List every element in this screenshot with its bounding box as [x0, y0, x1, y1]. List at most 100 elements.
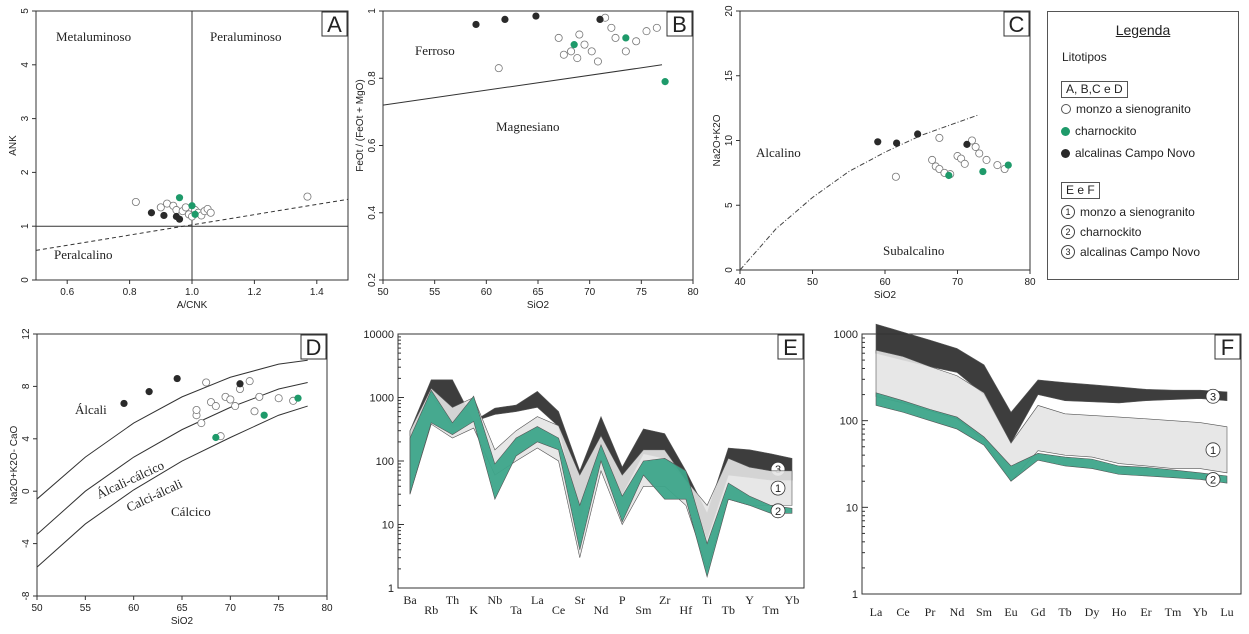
series-marker-circle	[770, 503, 786, 519]
category-label: Pr	[925, 605, 936, 619]
point-monzo	[587, 47, 596, 56]
point-monzo	[580, 40, 589, 49]
y-tick-label: 5	[20, 8, 31, 14]
y-tick-label: 10	[724, 135, 735, 147]
category-label: Gd	[1031, 605, 1046, 619]
category-label: Lu	[1220, 605, 1233, 619]
x-tick-label: 60	[879, 277, 891, 288]
region-label-ferroso: Ferroso	[415, 43, 455, 58]
category-label: P	[619, 593, 626, 607]
region-label-peraluminoso: Peraluminoso	[210, 29, 282, 44]
legend-item-label: monzo a sienogranito	[1080, 205, 1195, 219]
x-tick-label: 75	[273, 603, 285, 614]
point-alcalinas	[472, 20, 480, 29]
series-marker-circle	[770, 480, 786, 496]
x-tick-label: 80	[1024, 277, 1036, 288]
y-axis-label: FeOt / (FeOt + MgO)	[355, 79, 366, 172]
boundary-curve	[36, 381, 308, 535]
x-axis-label: SiO2	[527, 300, 550, 311]
point-monzo	[255, 392, 264, 401]
boundary-curve	[36, 405, 308, 568]
point-monzo	[971, 142, 980, 151]
y-tick-label: 0.4	[367, 205, 378, 219]
point-monzo	[593, 57, 602, 66]
x-tick-label: 70	[584, 287, 596, 298]
white-circle-icon	[1061, 104, 1071, 114]
x-tick-label: 60	[481, 287, 493, 298]
y-tick-label: 100	[376, 456, 394, 468]
y-axis-label: ANK	[8, 135, 19, 156]
category-label: Dy	[1085, 605, 1100, 619]
point-alcalinas	[914, 130, 922, 138]
y-tick-label: 3	[20, 115, 31, 121]
legend-subtitle: Litotipos	[1062, 50, 1107, 64]
x-tick-label: 55	[80, 603, 92, 614]
legend-item-1: 1 monzo a sienogranito	[1061, 205, 1195, 219]
legend-group-1-title: A, B,C e D	[1061, 81, 1128, 98]
category-label: Nd	[594, 603, 609, 617]
panel-label: A	[327, 12, 342, 37]
category-label: Nb	[488, 593, 503, 607]
y-tick-label: 0.2	[367, 273, 378, 287]
panel-f: F 3 1 2 1 10 100 1000 La Ce Pr Nd Sm Eu Gd Tb Dy Ho Er Tm Yb…	[834, 323, 1242, 619]
point-charnockito	[979, 167, 987, 176]
y-tick-label: 1000	[834, 329, 858, 341]
category-label: Ho	[1112, 605, 1127, 619]
x-tick-label: 1.4	[310, 287, 324, 298]
point-monzo	[575, 30, 584, 39]
point-charnockito	[945, 171, 953, 180]
x-tick-label: 50	[807, 277, 819, 288]
y-tick-label: -4	[21, 539, 32, 548]
point-monzo	[494, 64, 503, 73]
point-charnockito	[188, 202, 196, 210]
y-tick-label: 1000	[370, 393, 394, 405]
category-label: Yb	[1193, 605, 1208, 619]
x-tick-label: 55	[429, 287, 441, 298]
category-label: Rb	[424, 603, 438, 617]
y-tick-label: 0.6	[367, 138, 378, 152]
x-axis-label: A/CNK	[177, 300, 208, 311]
y-tick-label: 10000	[363, 329, 394, 341]
x-tick-label: 80	[321, 603, 333, 614]
point-charnockito	[294, 394, 302, 402]
y-tick-label: 0	[21, 488, 32, 494]
y-tick-label: 0.8	[367, 71, 378, 85]
point-alcalinas	[893, 139, 901, 147]
category-label: Ta	[510, 603, 522, 617]
x-tick-label: 1.0	[185, 287, 199, 298]
category-label: Sm	[976, 605, 993, 619]
y-tick-label: 0	[20, 277, 31, 283]
region-label-peralcalino: Peralcalino	[54, 247, 112, 262]
panel-e: E 3 1 2 1 10 100 1000 10000 Ba Rb Th K Nb Ta La Ce Sr Nd PS…	[363, 329, 805, 617]
category-label: Tm	[1165, 605, 1182, 619]
point-monzo	[642, 27, 651, 36]
category-label: Y	[745, 593, 754, 607]
y-tick-label: 1	[852, 589, 858, 601]
x-tick-label: 80	[687, 287, 699, 298]
point-alcalinas	[120, 399, 128, 408]
point-monzo	[303, 192, 312, 201]
y-tick-label: 5	[724, 202, 735, 208]
category-label: Ce	[552, 603, 565, 617]
region-label-magnesiano: Magnesiano	[496, 119, 560, 134]
category-label: Hf	[680, 603, 693, 617]
y-tick-label: -8	[21, 591, 32, 600]
x-tick-label: 40	[734, 277, 746, 288]
region-label-metaluminoso: Metaluminoso	[56, 29, 131, 44]
point-monzo	[621, 47, 630, 56]
y-tick-label: 2	[20, 169, 31, 175]
legend-item-label: monzo a sienogranito	[1076, 102, 1191, 116]
point-alcalinas	[501, 15, 509, 24]
point-monzo	[131, 197, 140, 206]
point-monzo	[192, 405, 201, 414]
point-monzo	[982, 155, 991, 164]
category-label: Yb	[785, 593, 800, 607]
panel-label-box	[777, 334, 804, 360]
point-charnockito	[1004, 161, 1012, 169]
x-axis-label: SiO2	[171, 616, 194, 627]
legend-item-monzo: monzo a sienogranito	[1061, 102, 1191, 116]
category-label: K	[469, 603, 478, 617]
y-tick-label: 10	[846, 502, 858, 514]
point-monzo	[573, 54, 582, 63]
y-tick-label: 1	[20, 223, 31, 229]
